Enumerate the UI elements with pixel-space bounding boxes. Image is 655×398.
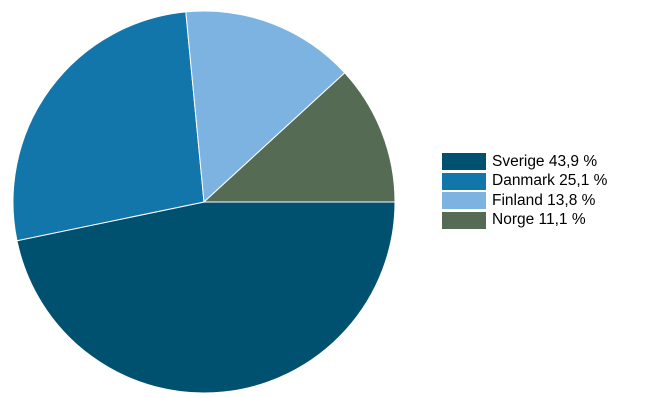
legend-swatch-sverige <box>442 153 486 171</box>
legend-label-sverige: Sverige 43,9 % <box>492 152 598 170</box>
legend-item-finland: Finland 13,8 % <box>442 191 642 211</box>
legend-label-danmark: Danmark 25,1 % <box>492 172 608 190</box>
pie-slice-norge <box>202 72 396 203</box>
legend-item-danmark: Danmark 25,1 % <box>442 172 642 192</box>
pie-slice-danmark <box>12 11 205 242</box>
legend-label-norge: Norge 11,1 % <box>492 211 586 229</box>
legend: Sverige 43,9 % Danmark 25,1 % Finland 13… <box>442 152 642 230</box>
legend-swatch-danmark <box>442 172 486 190</box>
legend-swatch-norge <box>442 211 486 229</box>
legend-swatch-finland <box>442 192 486 210</box>
pie-slice-finland <box>185 10 346 204</box>
legend-item-sverige: Sverige 43,9 % <box>442 152 642 172</box>
legend-item-norge: Norge 11,1 % <box>442 211 642 231</box>
legend-label-finland: Finland 13,8 % <box>492 191 596 209</box>
pie-slice-sverige <box>16 201 396 394</box>
